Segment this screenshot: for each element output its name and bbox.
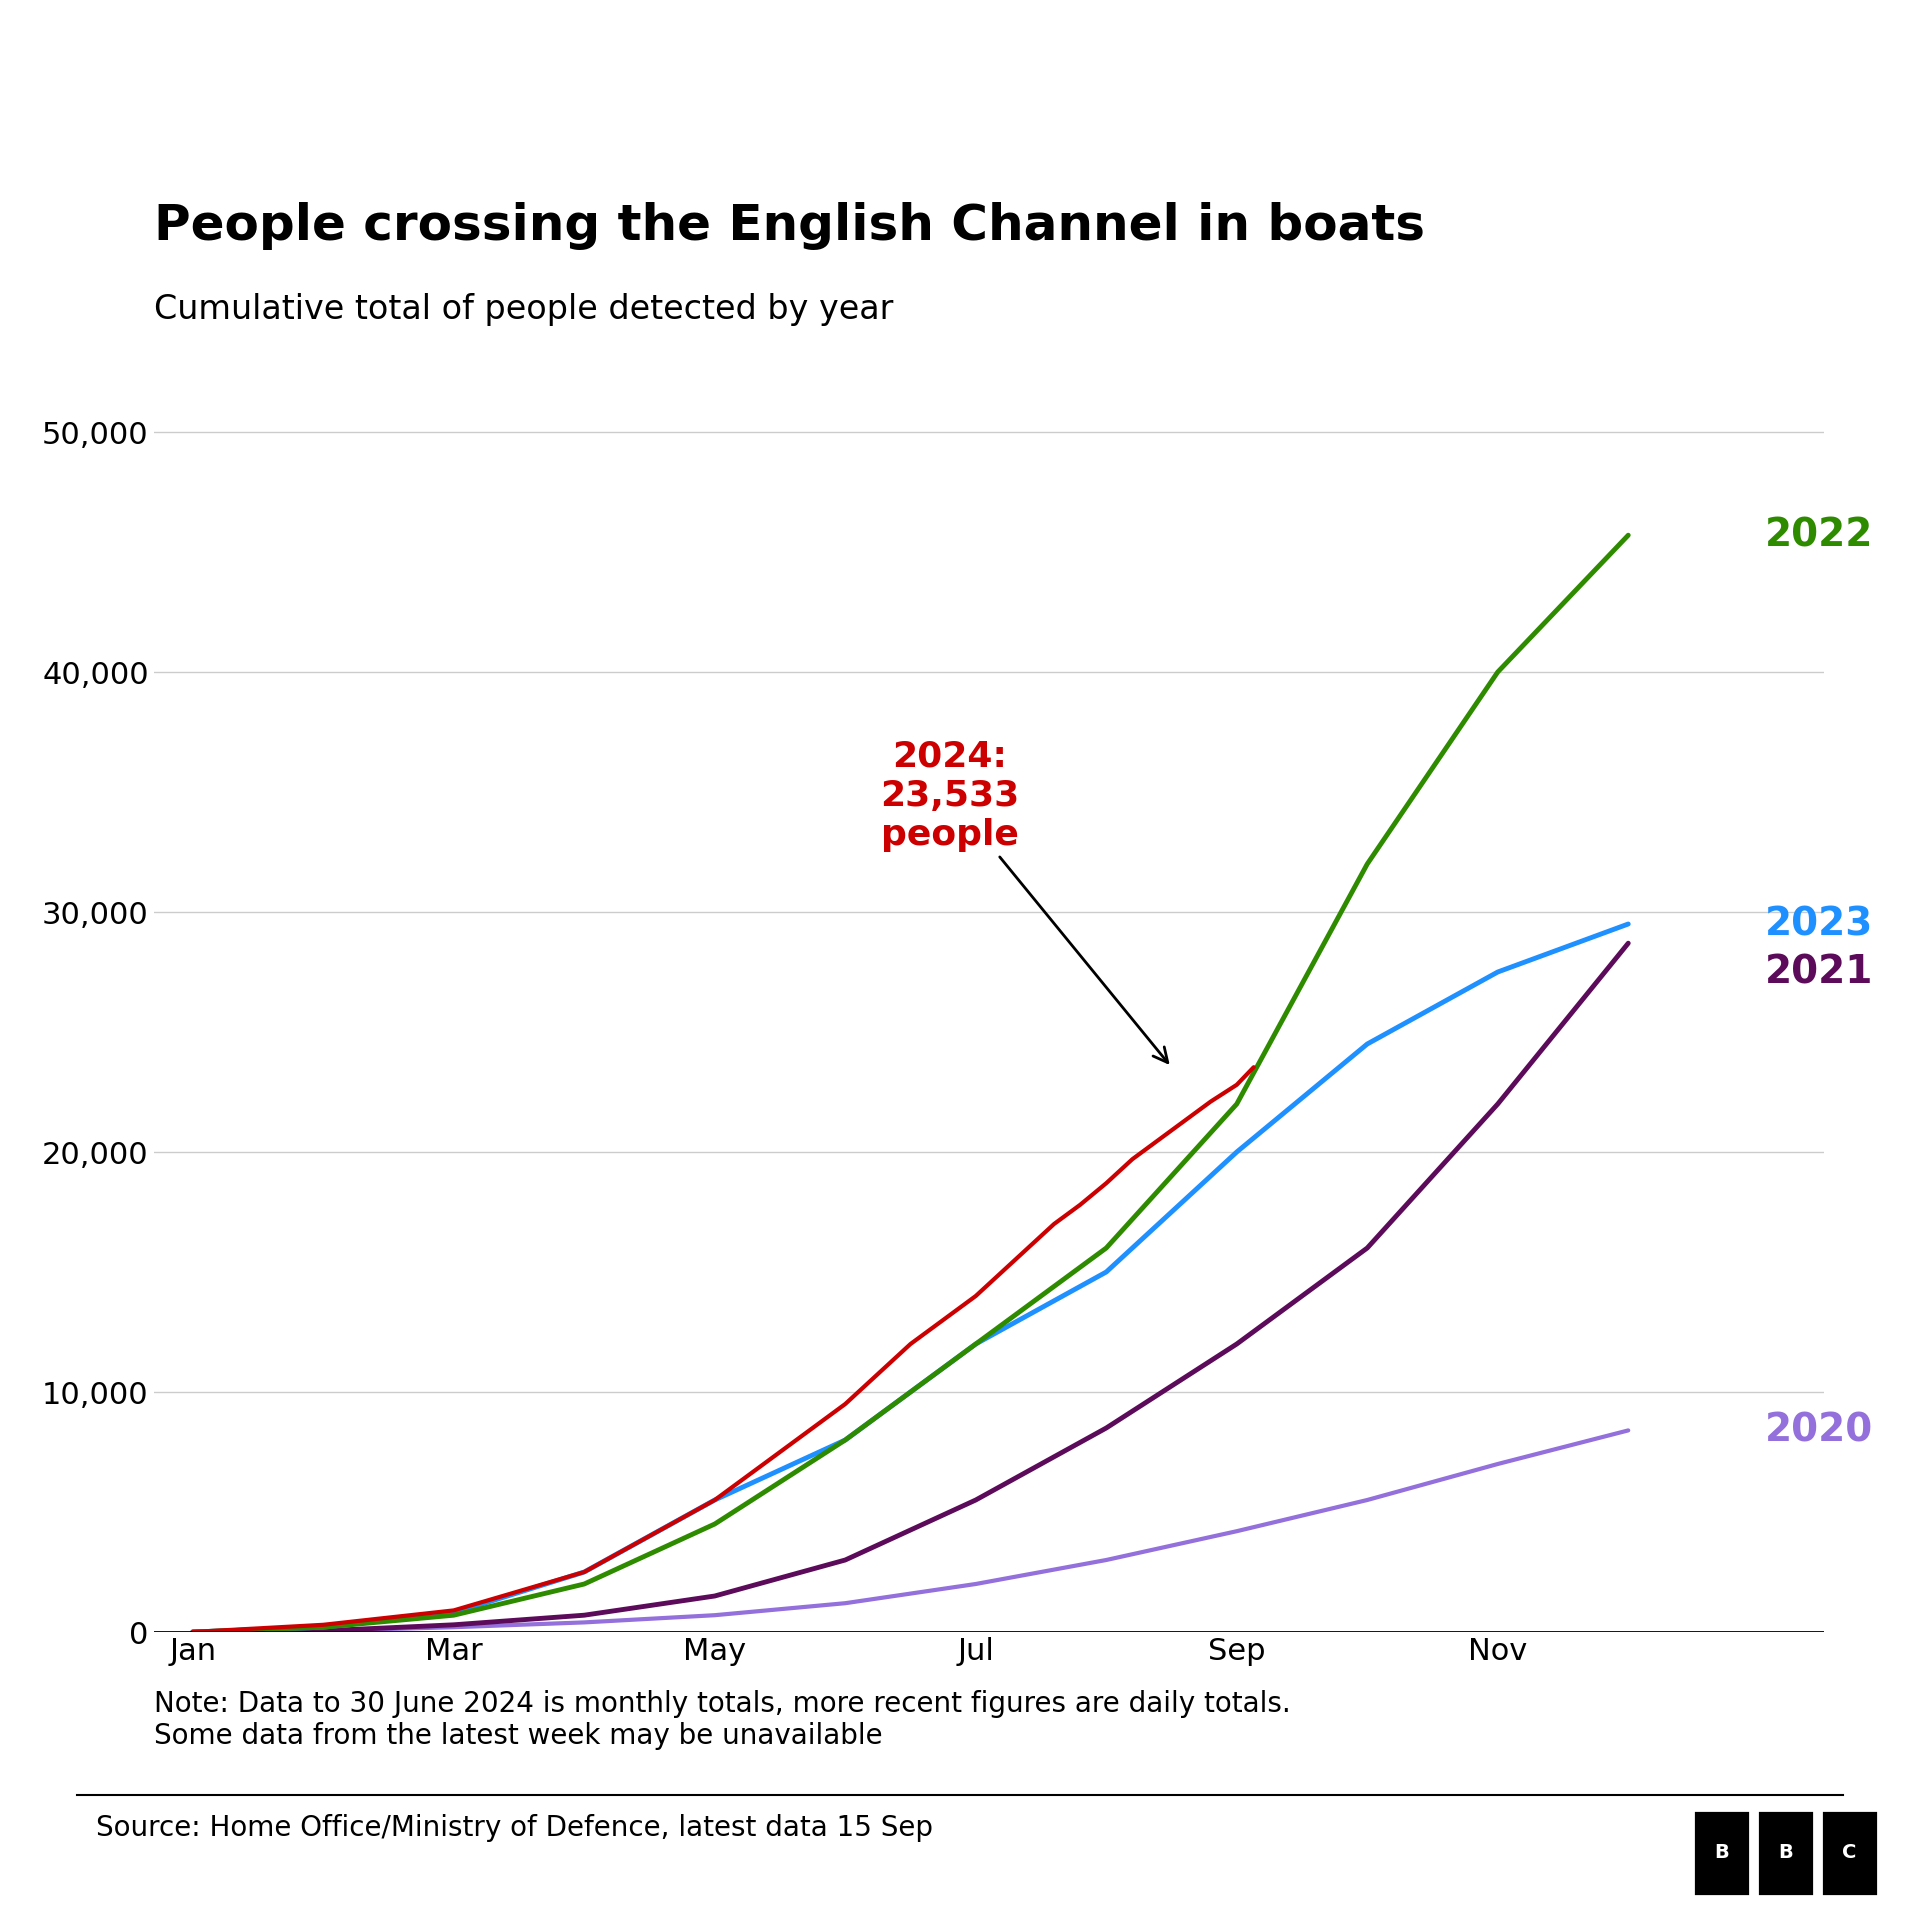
Text: 2020: 2020 [1764, 1411, 1874, 1450]
Text: Source: Home Office/Ministry of Defence, latest data 15 Sep: Source: Home Office/Ministry of Defence,… [96, 1814, 933, 1843]
Bar [1693, 1809, 1751, 1897]
Text: 2021: 2021 [1764, 952, 1874, 991]
Text: 2023: 2023 [1764, 904, 1874, 943]
Text: Cumulative total of people detected by year: Cumulative total of people detected by y… [154, 294, 893, 326]
Text: B: B [1778, 1843, 1793, 1862]
Text: B: B [1715, 1843, 1730, 1862]
Text: 2022: 2022 [1764, 516, 1874, 555]
Bar [1820, 1809, 1878, 1897]
Text: Note: Data to 30 June 2024 is monthly totals, more recent figures are daily tota: Note: Data to 30 June 2024 is monthly to… [154, 1690, 1290, 1749]
Text: C: C [1843, 1843, 1857, 1862]
Text: 2024:
23,533
people: 2024: 23,533 people [879, 739, 1167, 1062]
Bar [1757, 1809, 1814, 1897]
Text: People crossing the English Channel in boats: People crossing the English Channel in b… [154, 202, 1425, 250]
